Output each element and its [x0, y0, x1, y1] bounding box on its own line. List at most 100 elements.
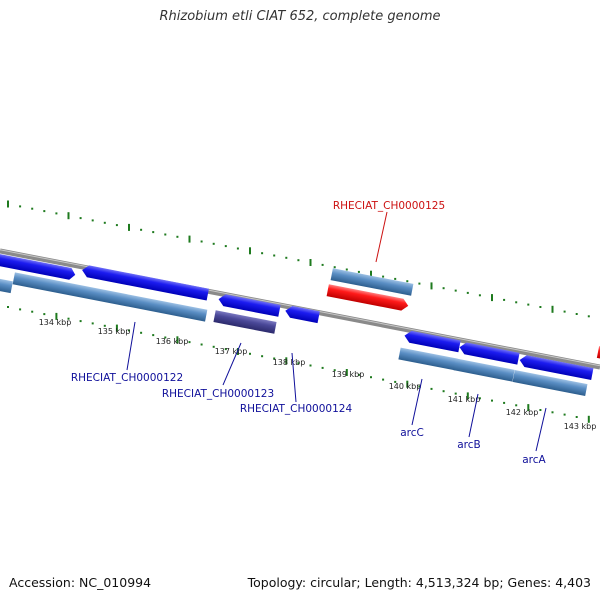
- minus-strand-minor-tick: [309, 364, 312, 367]
- minus-strand-minor-tick: [442, 390, 445, 393]
- plus-strand-minor-tick: [321, 263, 324, 266]
- plus-strand-major-tick: [249, 247, 251, 255]
- minus-strand-minor-tick: [297, 362, 300, 365]
- minus-strand-minor-tick: [152, 334, 155, 337]
- gene-ch0000123-arrow[interactable]: [217, 293, 281, 317]
- plus-strand-minor-tick: [418, 282, 421, 285]
- minus-strand-minor-tick: [551, 411, 554, 414]
- kbp-scale-labels: 134 kbp 135 kbp 136 kbp 137 kbp 138 kbp 139 k…: [39, 318, 597, 431]
- plus-strand-major-tick: [309, 259, 312, 266]
- plus-strand-minor-tick: [212, 242, 215, 245]
- map-title: Rhizobium etli CIAT 652, complete genome: [159, 9, 441, 24]
- plus-strand-minor-tick: [478, 294, 481, 297]
- plus-strand-minor-tick: [261, 252, 264, 255]
- plus-strand-minor-tick: [19, 205, 22, 208]
- minus-strand-minor-tick: [273, 357, 276, 360]
- callout-ch0000125: [375, 211, 388, 263]
- plus-strand-major-tick: [128, 223, 130, 231]
- feature-track-arcB: [453, 358, 515, 382]
- plus-strand-minor-tick: [563, 310, 566, 313]
- minus-strand-major-tick: [345, 369, 348, 376]
- plus-strand-minor-tick: [454, 289, 457, 292]
- gene-labels: RHECIAT_CH0000125 RHECIAT_CH0000122 RHEC…: [71, 200, 547, 466]
- minus-strand-minor-tick: [478, 397, 481, 400]
- plus-strand-major-tick: [188, 235, 191, 243]
- minus-strand-major-tick: [466, 392, 469, 400]
- callout-arcB: [468, 393, 479, 438]
- kbp-label: 135 kbp: [98, 327, 131, 336]
- plus-strand-minor-tick: [176, 235, 179, 238]
- plus-strand-minor-tick: [357, 270, 360, 273]
- plus-strand-minor-tick: [164, 233, 167, 236]
- plus-strand-minor-tick: [285, 256, 288, 259]
- gene-label-ch0000125[interactable]: RHECIAT_CH0000125: [333, 200, 445, 212]
- minus-strand-minor-tick: [67, 317, 70, 320]
- plus-strand-major-tick: [430, 282, 433, 290]
- kbp-label: 143 kbp: [564, 422, 597, 431]
- minus-strand-minor-tick: [503, 401, 506, 404]
- plus-strand-minor-tick: [297, 259, 300, 262]
- gene-ch0000125-arrow[interactable]: [326, 284, 410, 311]
- plus-strand-major-tick: [67, 212, 70, 220]
- minus-strand-minor-tick: [563, 413, 566, 416]
- plus-strand-minor-tick: [152, 231, 155, 234]
- plus-strand-minor-tick: [43, 210, 46, 213]
- minus-strand-minor-tick: [91, 322, 94, 325]
- minus-strand-minor-tick: [333, 369, 336, 372]
- minus-strand-major-tick: [55, 312, 58, 320]
- feature-track-arcA: [512, 370, 588, 396]
- gene-left-1[interactable]: [0, 252, 76, 281]
- gene-label-arcA[interactable]: arcA: [522, 454, 546, 466]
- kbp-label: 141 kbp: [448, 395, 481, 404]
- gene-label-arcC[interactable]: arcC: [400, 427, 424, 439]
- minus-strand-minor-tick: [357, 373, 360, 376]
- callout-ch0000122: [126, 321, 136, 371]
- minus-strand-minor-tick: [43, 313, 46, 316]
- gene-arcC-arrow[interactable]: [403, 330, 461, 353]
- minus-strand-minor-tick: [7, 306, 9, 308]
- kbp-label: 142 kbp: [506, 408, 539, 417]
- gene-label-arcB[interactable]: arcB: [457, 439, 481, 451]
- minus-strand-minor-tick: [188, 341, 191, 344]
- gene-ch0000122-arrow[interactable]: [81, 264, 209, 301]
- minus-strand-minor-tick: [575, 416, 578, 418]
- gene-label-ch0000124[interactable]: RHECIAT_CH0000124: [240, 403, 353, 415]
- minus-strand-minor-tick: [261, 355, 264, 358]
- plus-strand-major-tick: [551, 305, 554, 313]
- minus-strand-tick-row: [7, 306, 590, 423]
- gene-ch0000124-arrow[interactable]: [284, 305, 320, 324]
- gene-label-ch0000123[interactable]: RHECIAT_CH0000123: [162, 388, 274, 400]
- plus-strand-minor-tick: [515, 301, 518, 304]
- minus-strand-minor-tick: [164, 336, 167, 339]
- plus-strand-minor-tick: [333, 266, 336, 269]
- gene-arcA-arrow[interactable]: [519, 354, 594, 380]
- minus-strand-minor-tick: [539, 409, 542, 411]
- gene-label-ch0000122[interactable]: RHECIAT_CH0000122: [71, 372, 183, 384]
- minus-strand-minor-tick: [79, 320, 82, 323]
- minus-strand-major-tick: [527, 404, 530, 412]
- minus-strand-minor-tick: [418, 385, 421, 388]
- plus-strand-minor-tick: [406, 280, 409, 283]
- minus-strand-minor-tick: [224, 348, 227, 351]
- minus-strand-minor-tick: [212, 345, 215, 348]
- feature-track-seg-1: [0, 277, 13, 294]
- topology-summary: Topology: circular; Length: 4,513,324 bp…: [247, 575, 591, 590]
- plus-strand-minor-tick: [466, 291, 469, 294]
- kbp-label: 140 kbp: [389, 382, 422, 391]
- plus-strand-minor-tick: [273, 254, 276, 257]
- callout-arcC: [411, 378, 423, 426]
- plus-strand-minor-tick: [442, 287, 445, 290]
- callout-ch0000123: [222, 342, 242, 386]
- kbp-label: 139 kbp: [332, 370, 365, 379]
- minus-strand-minor-tick: [430, 387, 433, 390]
- plus-strand-minor-tick: [103, 221, 106, 224]
- minus-strand-major-tick: [115, 324, 118, 332]
- feature-ch0000125-track: [330, 268, 414, 296]
- minus-strand-minor-tick: [515, 404, 518, 407]
- plus-strand-minor-tick: [587, 315, 590, 318]
- plus-strand-minor-tick: [55, 212, 58, 215]
- accession-text: Accession: NC_010994: [9, 575, 152, 590]
- feature-track-seg-2: [12, 272, 208, 322]
- plus-strand-minor-tick: [200, 240, 203, 243]
- gene-arcB-arrow[interactable]: [458, 341, 520, 365]
